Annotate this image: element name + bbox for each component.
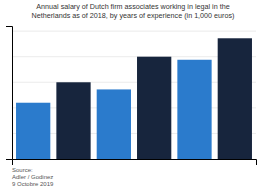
title: Annual salary of Dutch firm associates w… bbox=[32, 2, 235, 20]
x-axis-line bbox=[13, 160, 257, 166]
source: Source:Adler / Godinez9 Octobre 2019 bbox=[12, 167, 54, 187]
source-line: Source: bbox=[12, 167, 33, 173]
plot bbox=[6, 27, 257, 166]
title-line: Netherlands as of 2018, by years of expe… bbox=[32, 11, 235, 20]
source-line: Adler / Godinez bbox=[12, 174, 53, 180]
bar bbox=[56, 82, 90, 159]
y-axis bbox=[6, 27, 13, 160]
chart: Annual salary of Dutch firm associates w… bbox=[0, 0, 266, 189]
source-line: 9 Octobre 2019 bbox=[12, 181, 54, 187]
grid-line bbox=[12, 31, 256, 32]
bar bbox=[16, 103, 50, 159]
bar bbox=[218, 38, 252, 159]
bars bbox=[16, 38, 252, 159]
bar bbox=[97, 89, 131, 159]
bar bbox=[177, 60, 211, 159]
y-axis-line bbox=[6, 27, 13, 160]
x-axis bbox=[13, 160, 257, 166]
bar bbox=[137, 57, 171, 159]
